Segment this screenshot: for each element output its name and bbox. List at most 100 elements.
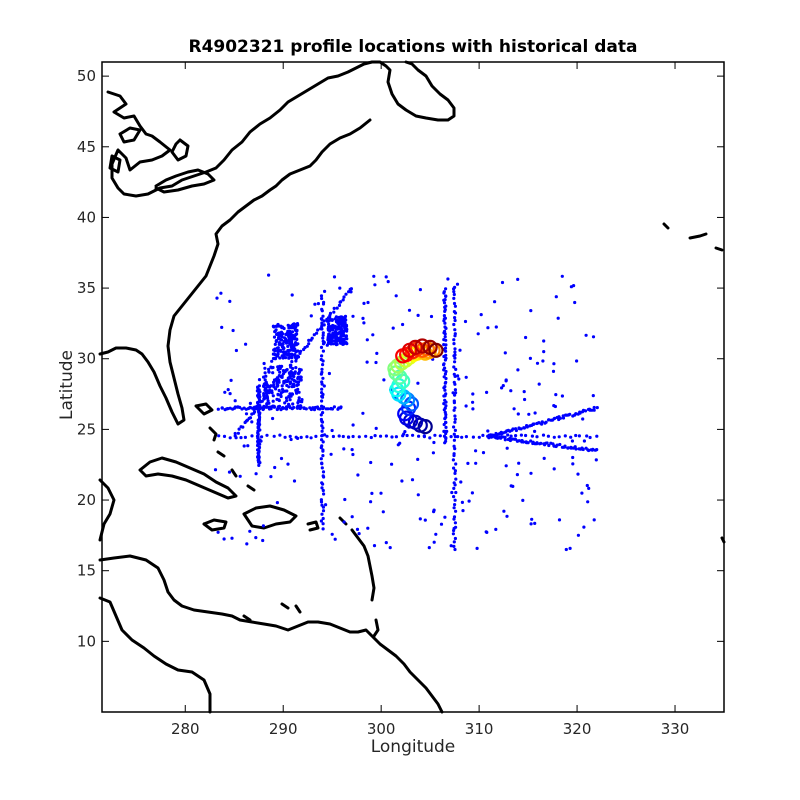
historical-point [523, 397, 527, 402]
historical-point [322, 300, 326, 304]
historical-point [273, 465, 277, 470]
historical-point [452, 354, 456, 358]
historical-point [374, 360, 378, 365]
historical-point [338, 286, 342, 290]
historical-point [471, 407, 475, 411]
historical-point [464, 404, 468, 408]
historical-point [305, 435, 309, 439]
historical-point [432, 440, 436, 445]
historical-point [452, 444, 456, 448]
historical-point [288, 392, 292, 396]
historical-point [259, 439, 263, 443]
historical-point [362, 321, 366, 325]
historical-point [265, 395, 269, 399]
historical-point [453, 428, 457, 432]
historical-point [329, 335, 333, 339]
historical-point [292, 384, 296, 388]
historical-point [416, 457, 420, 461]
historical-point [452, 432, 456, 436]
historical-point [331, 331, 335, 335]
historical-point [444, 439, 448, 443]
historical-point [474, 461, 478, 465]
historical-point [452, 438, 456, 442]
historical-point [357, 532, 361, 536]
historical-point [267, 370, 271, 374]
historical-point [442, 314, 446, 318]
historical-point [475, 546, 479, 551]
historical-point [320, 503, 324, 507]
historical-point [568, 546, 572, 551]
historical-point [451, 391, 455, 395]
historical-point [316, 302, 320, 306]
historical-point [287, 394, 291, 398]
historical-point [560, 394, 565, 398]
historical-point [283, 435, 287, 439]
historical-point [322, 319, 326, 323]
historical-point [321, 440, 325, 444]
historical-point [286, 329, 290, 333]
historical-point [531, 441, 535, 446]
historical-point [350, 515, 354, 519]
historical-point [454, 391, 458, 395]
historical-point [365, 338, 369, 342]
historical-point [278, 356, 282, 360]
historical-point [228, 299, 232, 303]
historical-point [326, 407, 330, 411]
historical-point [453, 316, 457, 320]
historical-point [503, 435, 507, 439]
historical-point [427, 546, 431, 550]
historical-point [271, 371, 275, 375]
historical-point [279, 394, 283, 399]
historical-point [330, 407, 334, 411]
historical-point [382, 378, 386, 382]
historical-point [369, 435, 373, 440]
historical-point [493, 300, 497, 304]
historical-point [442, 434, 447, 438]
historical-point [453, 304, 457, 308]
historical-point [277, 336, 281, 340]
historical-point [219, 291, 223, 295]
historical-point [239, 436, 243, 440]
historical-point [321, 509, 326, 513]
historical-point [366, 300, 370, 305]
plot-area [98, 60, 726, 714]
historical-point [586, 500, 590, 504]
historical-point [320, 391, 324, 395]
historical-point [319, 357, 323, 362]
historical-point [285, 399, 289, 403]
historical-point [362, 301, 366, 305]
historical-point [443, 316, 447, 320]
historical-point [286, 323, 290, 327]
historical-point [299, 435, 303, 439]
historical-point [423, 518, 427, 522]
coastline-map [98, 60, 726, 714]
historical-point [466, 461, 470, 465]
historical-point [295, 322, 299, 326]
historical-point [453, 328, 457, 332]
historical-point [341, 298, 345, 302]
historical-point [444, 369, 448, 374]
historical-point [587, 486, 591, 490]
historical-point [316, 328, 320, 332]
historical-point [443, 398, 447, 402]
x-tick-label: 330 [661, 720, 690, 738]
historical-point [453, 417, 457, 421]
historical-point [230, 536, 234, 540]
historical-point [319, 417, 323, 422]
x-tick-label: 300 [367, 720, 396, 738]
historical-point [485, 390, 489, 394]
historical-point [278, 349, 282, 353]
x-axis-label: Longitude [371, 737, 456, 757]
historical-point [314, 434, 318, 438]
historical-point [453, 414, 457, 418]
historical-point [280, 384, 284, 388]
historical-point [321, 376, 325, 380]
historical-point [379, 434, 383, 438]
historical-point [265, 383, 270, 388]
historical-point [319, 457, 323, 461]
historical-point [452, 322, 456, 327]
historical-point [270, 389, 274, 393]
historical-point [461, 509, 465, 513]
historical-point [527, 412, 531, 416]
historical-point [552, 404, 556, 408]
